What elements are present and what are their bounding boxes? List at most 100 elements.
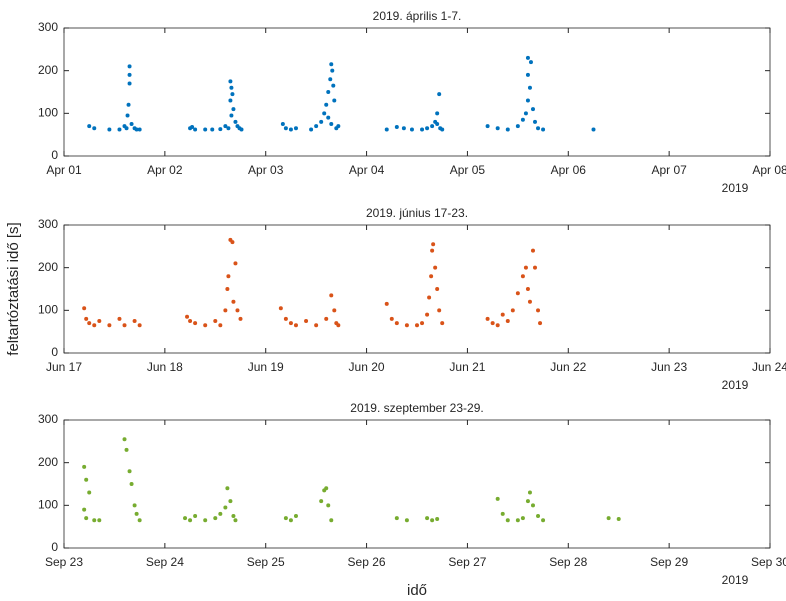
point [606, 516, 611, 521]
axes-box [63, 224, 771, 354]
x-tick-label: Apr 02 [147, 163, 183, 177]
point [500, 312, 505, 317]
point [324, 486, 329, 491]
y-tick-label: 200 [38, 455, 58, 469]
point [309, 127, 314, 132]
x-tick-label: Apr 04 [349, 163, 385, 177]
point [183, 516, 188, 521]
point [541, 518, 546, 523]
x-tick-label: Jun 21 [449, 360, 485, 374]
point [319, 499, 324, 504]
point [304, 319, 309, 323]
point [117, 127, 122, 132]
point [87, 321, 92, 326]
point [218, 323, 223, 328]
point [126, 102, 131, 107]
point [319, 119, 324, 124]
axes-box [63, 27, 771, 157]
point [495, 126, 500, 131]
point [326, 115, 331, 120]
point [218, 127, 223, 132]
point [525, 287, 530, 291]
point [326, 503, 331, 508]
point [533, 119, 538, 124]
point [525, 499, 530, 504]
point [515, 291, 520, 296]
chart-title: 2019. április 1-7. [373, 9, 462, 23]
point [231, 107, 236, 112]
point [117, 316, 122, 321]
point [329, 122, 334, 126]
point [336, 323, 341, 328]
point [225, 287, 230, 291]
point [394, 516, 399, 521]
point [485, 316, 490, 321]
point [429, 274, 434, 279]
x-tick-label: Jun 20 [349, 360, 385, 374]
x-tick-label: Sep 26 [348, 555, 386, 569]
y-tick-label: 100 [38, 498, 58, 512]
x-tick-label: Jun 19 [248, 360, 284, 374]
point [329, 518, 334, 523]
x-tick-label: Apr 07 [651, 163, 687, 177]
point [137, 518, 142, 523]
point [137, 127, 142, 132]
y-tick-label: 300 [38, 412, 58, 426]
x-year-label: 2019 [722, 573, 749, 587]
point [203, 518, 208, 523]
point [326, 90, 331, 94]
point [520, 274, 525, 279]
point [127, 469, 132, 474]
point [530, 248, 535, 253]
point [435, 111, 440, 116]
point [328, 77, 333, 82]
x-year-label: 2019 [722, 181, 749, 195]
point [293, 514, 298, 518]
point [193, 514, 198, 518]
point [523, 265, 528, 270]
point [239, 127, 244, 132]
point [84, 477, 89, 482]
point [226, 274, 231, 279]
point [530, 503, 535, 508]
point [97, 319, 102, 323]
x-tick-label: Sep 23 [45, 555, 83, 569]
point [541, 127, 546, 132]
point [127, 64, 132, 69]
point [280, 122, 285, 126]
point [228, 98, 233, 103]
point [134, 511, 139, 516]
point [190, 124, 195, 129]
point [440, 321, 445, 326]
point [122, 323, 127, 328]
x-tick-label: Apr 05 [450, 163, 486, 177]
point [233, 518, 238, 523]
point [437, 308, 442, 313]
point [193, 321, 198, 326]
point [229, 85, 234, 90]
x-tick-label: Jun 18 [147, 360, 183, 374]
point [213, 319, 218, 323]
point [336, 124, 341, 129]
point [515, 124, 520, 129]
point [525, 55, 530, 60]
point [430, 248, 435, 253]
point [235, 308, 240, 313]
point [435, 122, 440, 126]
point [185, 314, 190, 319]
point [435, 516, 440, 521]
point [127, 81, 132, 86]
point [425, 312, 430, 317]
point [523, 111, 528, 116]
point [527, 299, 532, 304]
point [425, 516, 430, 521]
point [430, 518, 435, 523]
point [293, 323, 298, 328]
point [132, 319, 137, 323]
point [520, 117, 525, 122]
point [283, 316, 288, 321]
point [223, 124, 228, 129]
point [137, 323, 142, 328]
point [394, 321, 399, 326]
point [233, 261, 238, 266]
